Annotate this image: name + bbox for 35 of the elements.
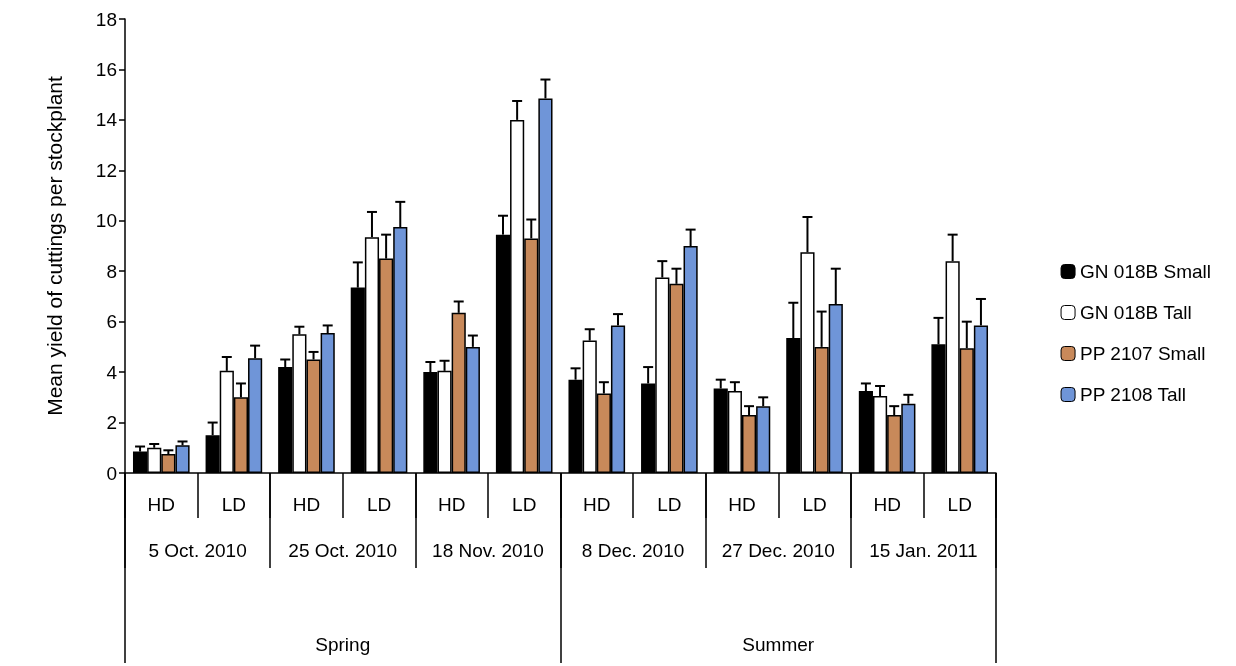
text: Spring <box>315 634 371 655</box>
text: 27 Dec. 2010 <box>721 540 835 561</box>
x-tick-label: LD <box>512 494 537 515</box>
legend-label: PP 2108 Tall <box>1080 384 1187 405</box>
y-tick-label: 12 <box>95 159 117 181</box>
x-tick-label: LD <box>947 494 972 515</box>
y-tick-label: 2 <box>106 412 117 434</box>
text: 18 Nov. 2010 <box>432 540 544 561</box>
x-tick-label: HD <box>437 494 466 515</box>
y-tick-label: 0 <box>106 462 117 484</box>
x-tick-label: HD <box>583 494 611 515</box>
text: 15 Jan. 2011 <box>869 540 978 561</box>
x-tick-label: HD <box>292 494 321 515</box>
text: Summer <box>742 634 815 655</box>
x-tick-label: LD <box>366 494 392 515</box>
x-tick-label: LD <box>221 494 247 515</box>
legend-label: GN 018B Tall <box>1080 302 1192 323</box>
text: 5 Oct. 2010 <box>148 540 247 561</box>
legend-label: GN 018B Small <box>1080 261 1212 282</box>
x-tick-label: HD <box>147 494 176 515</box>
y-tick-label: 18 <box>95 8 117 30</box>
x-tick-label: HD <box>728 494 756 515</box>
y-tick-label: 14 <box>95 109 118 131</box>
text: 8 Dec. 2010 <box>581 540 685 561</box>
legend-label: PP 2107 Small <box>1080 343 1206 364</box>
y-tick-label: 10 <box>95 210 117 232</box>
y-tick-label: 16 <box>95 58 117 80</box>
text: 25 Oct. 2010 <box>288 540 398 561</box>
y-tick-label: 6 <box>106 311 117 333</box>
x-tick-label: LD <box>802 494 827 515</box>
y-tick-label: 4 <box>106 361 118 383</box>
x-tick-label: LD <box>657 494 682 515</box>
y-axis-title: Mean yield of cuttings per stockplant <box>43 76 66 416</box>
y-tick-label: 8 <box>106 260 117 282</box>
x-tick-label: HD <box>873 494 901 515</box>
